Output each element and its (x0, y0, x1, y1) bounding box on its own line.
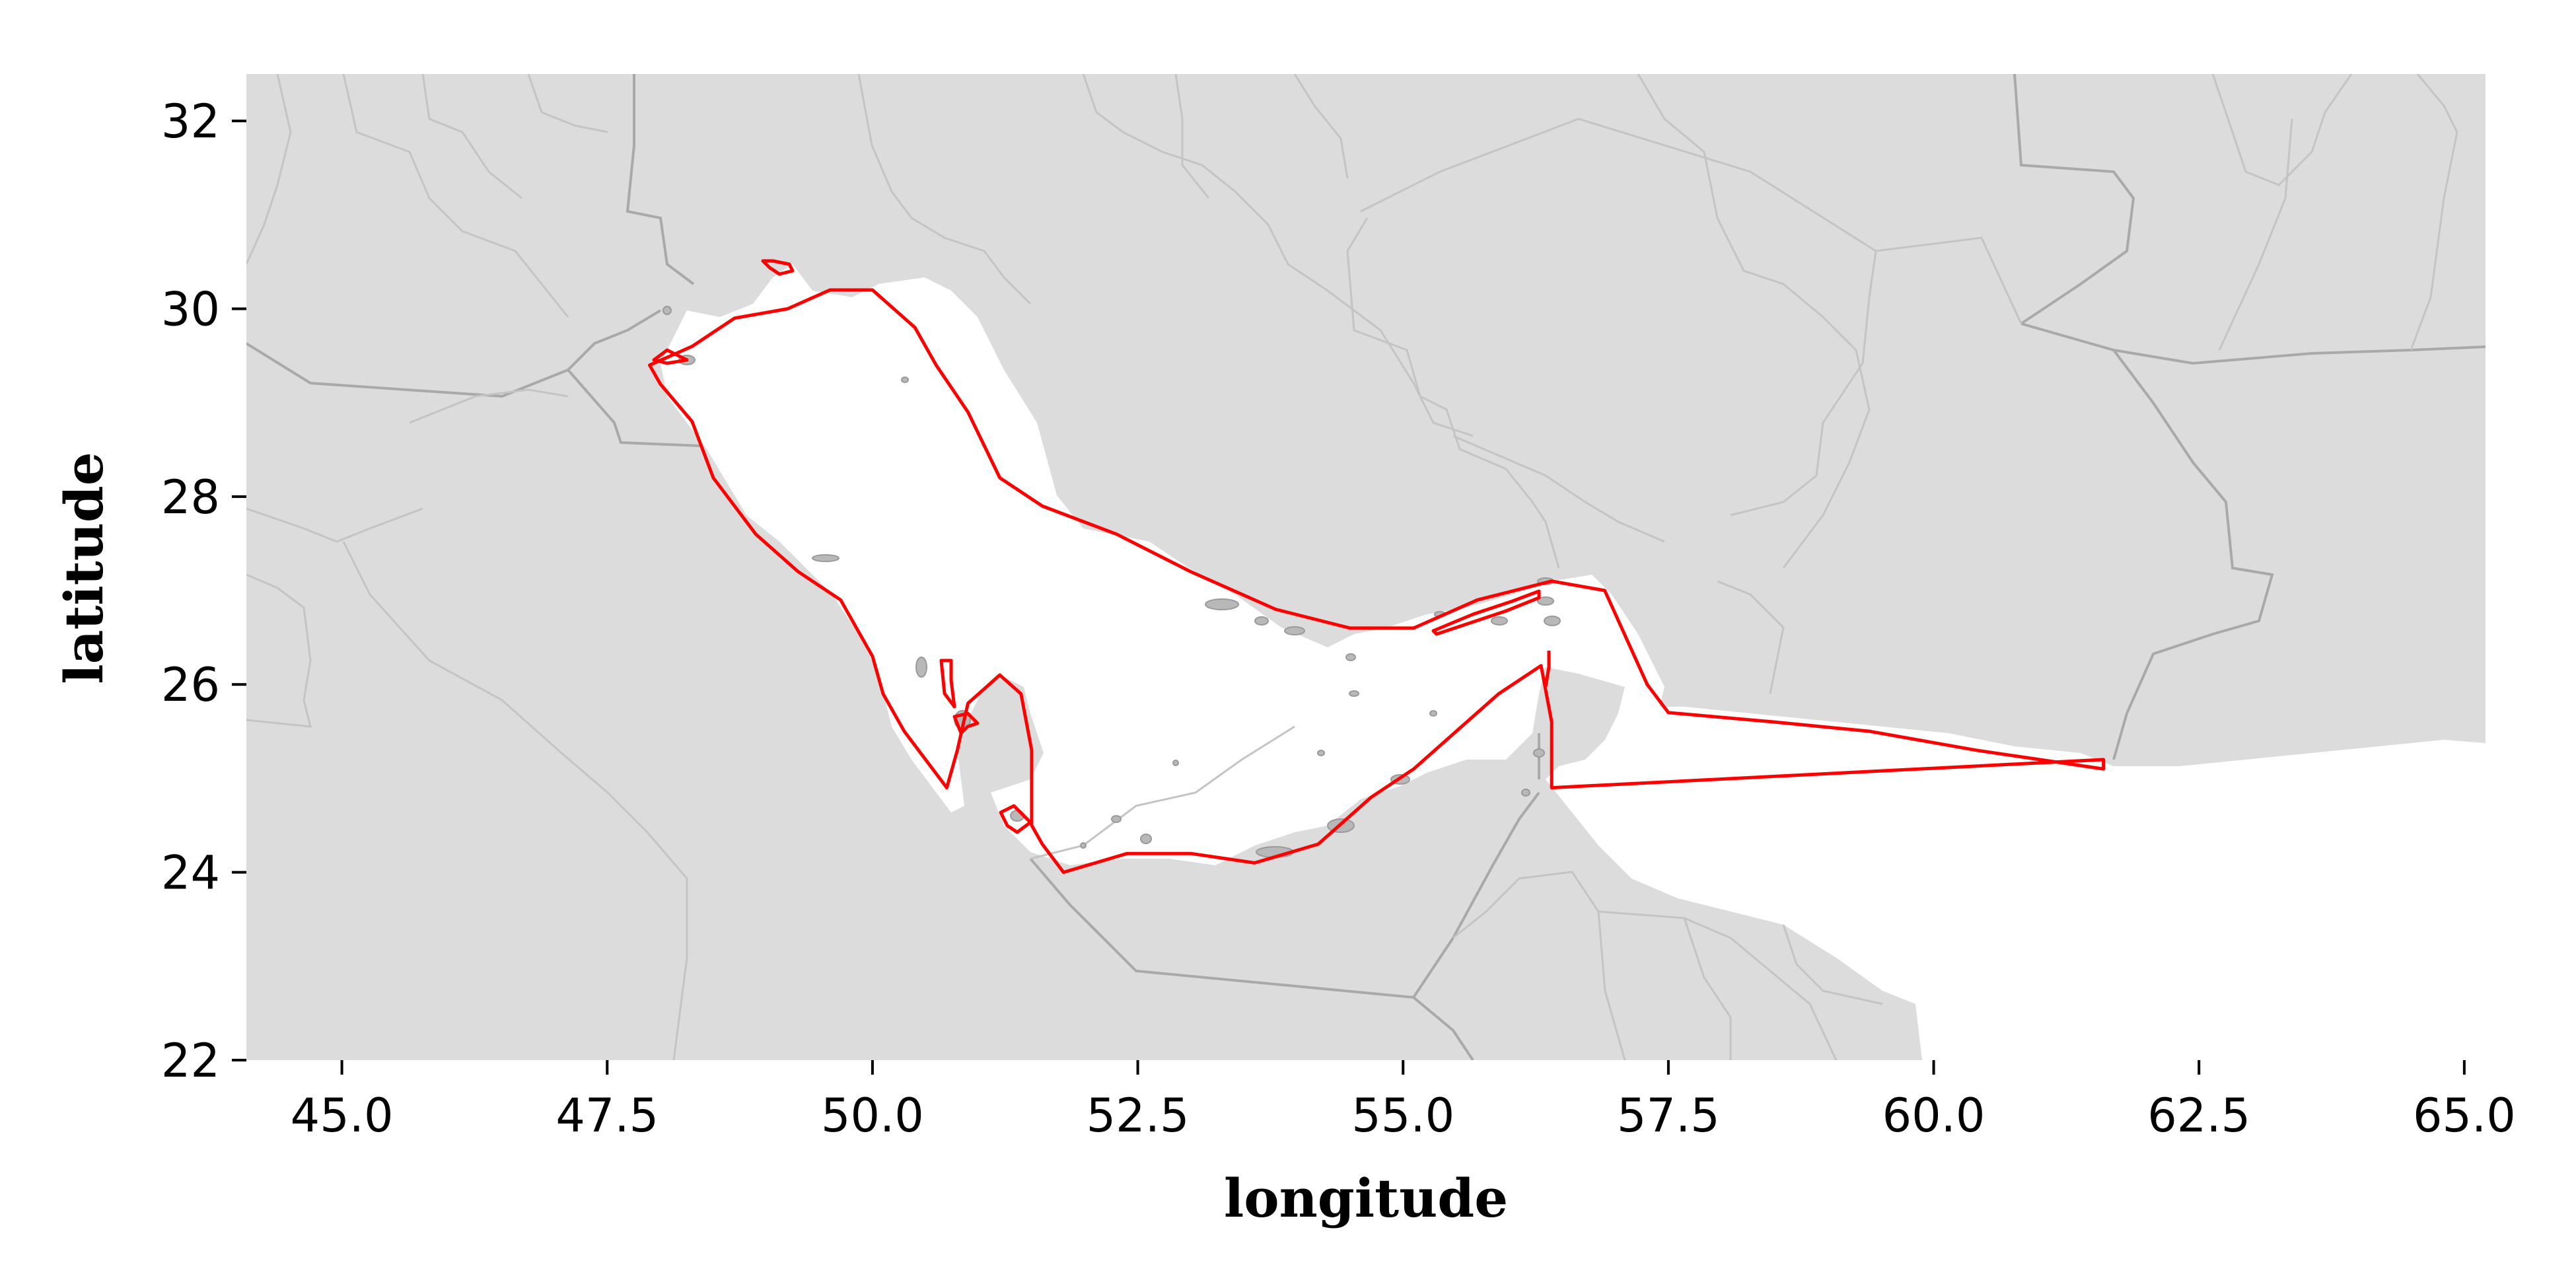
x-tick-label: 52.5 (1087, 1089, 1190, 1143)
x-axis: 45.0 47.5 50.0 52.5 55.0 57.5 60.0 62.5 65.0 (291, 1060, 2516, 1143)
x-axis-title: longitude (1224, 1167, 1508, 1229)
x-tick-label: 65.0 (2413, 1089, 2516, 1143)
y-axis: 22 24 26 28 30 32 (161, 94, 246, 1088)
x-tick-label: 60.0 (1882, 1089, 1986, 1143)
gulf-water (661, 264, 1664, 865)
y-tick-label: 22 (161, 1034, 220, 1088)
region-outline (648, 288, 2106, 875)
x-tick-label: 57.5 (1617, 1089, 1720, 1143)
y-tick-label: 32 (161, 94, 220, 149)
y-axis-title: latitude (53, 452, 115, 684)
y-tick-label: 28 (161, 470, 220, 524)
gulf-of-oman-water (1546, 687, 2486, 1060)
province-borders (246, 74, 2458, 1060)
x-tick-label: 45.0 (291, 1089, 394, 1143)
x-tick-label: 62.5 (2147, 1089, 2250, 1143)
plot-area (246, 74, 2486, 1060)
islands (662, 306, 1561, 858)
outline-details (652, 259, 1551, 834)
y-tick-label: 24 (161, 846, 220, 900)
x-tick-label: 47.5 (555, 1089, 659, 1143)
country-borders (246, 74, 2486, 1060)
x-tick-label: 50.0 (821, 1089, 924, 1143)
x-tick-label: 55.0 (1351, 1089, 1454, 1143)
y-tick-label: 26 (161, 658, 220, 712)
y-tick-label: 30 (161, 282, 220, 336)
